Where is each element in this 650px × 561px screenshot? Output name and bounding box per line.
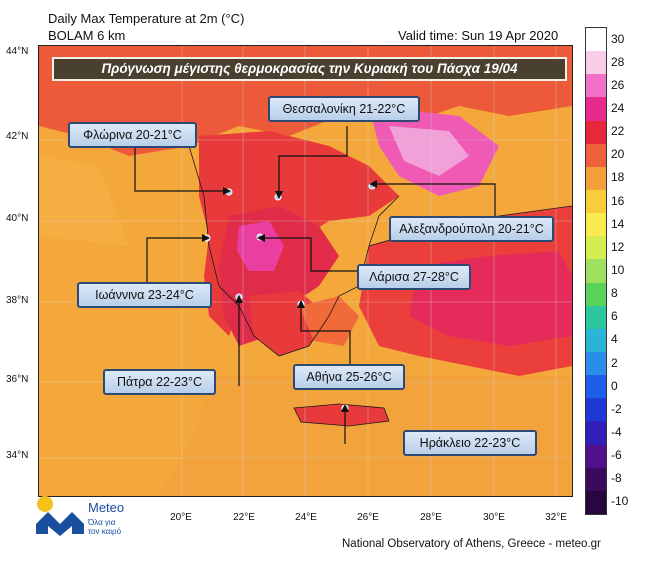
- legend-label: 26: [611, 77, 625, 92]
- legend-label: 12: [611, 239, 625, 254]
- city-label-ioannina: Ιωάννινα 23-24°C: [77, 282, 212, 308]
- legend-swatch: [586, 375, 606, 399]
- legend-label: 4: [611, 332, 618, 347]
- lat-label-42: 42°N: [6, 131, 29, 142]
- logo-name: Meteo: [88, 500, 125, 515]
- legend-swatch: [586, 398, 606, 422]
- lon-label-32: 32°E: [545, 512, 567, 523]
- city-label-larisa: Λάρισα 27-28°C: [357, 264, 471, 290]
- legend-label: 8: [611, 286, 618, 301]
- legend-label: 16: [611, 193, 625, 208]
- legend-label: 20: [611, 147, 625, 162]
- lon-label-30: 30°E: [483, 512, 505, 523]
- legend-swatch: [586, 143, 606, 168]
- legend-label: -4: [611, 425, 622, 439]
- legend-swatch: [586, 166, 606, 191]
- city-label-athina: Αθήνα 25-26°C: [293, 364, 405, 390]
- legend-label: 30: [611, 31, 625, 46]
- lon-label-26: 26°E: [357, 512, 379, 523]
- map-title: Daily Max Temperature at 2m (°C): [48, 11, 245, 26]
- legend-swatch: [586, 51, 606, 75]
- lat-label-36: 36°N: [6, 374, 29, 385]
- legend-swatch: [586, 282, 606, 307]
- city-label-florina: Φλώρινα 20-21°C: [68, 122, 197, 148]
- color-legend: [585, 27, 607, 515]
- legend-label: 14: [611, 216, 625, 231]
- lat-label-34: 34°N: [6, 450, 29, 461]
- legend-swatch: [586, 213, 606, 237]
- footer-credit: National Observatory of Athens, Greece -…: [342, 538, 601, 550]
- legend-swatch: [586, 97, 606, 122]
- legend-swatch: [586, 328, 606, 353]
- legend-swatch: [586, 236, 606, 260]
- legend-label: 24: [611, 101, 625, 115]
- model-name: BOLAM 6 km: [48, 28, 126, 43]
- lat-label-38: 38°N: [6, 295, 29, 306]
- city-label-irakleio: Ηράκλειο 22-23°C: [403, 430, 537, 456]
- valid-time: Valid time: Sun 19 Apr 2020: [398, 28, 559, 43]
- logo-tagline: Όλα για τον καιρό: [88, 518, 121, 536]
- legend-swatch: [586, 120, 606, 145]
- legend-swatch: [586, 259, 606, 284]
- legend-swatch: [586, 467, 606, 492]
- legend-label: -8: [611, 471, 622, 486]
- lat-label-40: 40°N: [6, 213, 29, 224]
- city-label-patra: Πάτρα 22-23°C: [103, 369, 216, 395]
- lon-label-28: 28°E: [420, 512, 442, 523]
- lon-label-24: 24°E: [295, 512, 317, 523]
- legend-label: 6: [611, 309, 618, 324]
- logo-tagline-2: τον καιρό: [88, 527, 122, 536]
- legend-label: 28: [611, 54, 625, 69]
- legend-label: -10: [611, 494, 629, 509]
- city-label-alexandroupoli: Αλεξανδρούπολη 20-21°C: [389, 216, 554, 242]
- legend-swatch: [586, 490, 606, 515]
- legend-swatch: [586, 421, 606, 446]
- legend-swatch: [586, 352, 606, 376]
- legend-swatch: [586, 74, 606, 98]
- legend-label: 22: [611, 124, 625, 139]
- legend-label: 0: [611, 378, 618, 393]
- legend-swatch: [586, 28, 606, 52]
- legend-label: 2: [611, 355, 618, 370]
- meteo-logo: [36, 496, 84, 536]
- lon-label-20: 20°E: [170, 512, 192, 523]
- legend-swatch: [586, 190, 606, 214]
- forecast-banner: Πρόγνωση μέγιστης θερμοκρασίας την Κυρια…: [52, 57, 567, 81]
- legend-swatch: [586, 444, 606, 469]
- legend-swatch: [586, 305, 606, 330]
- legend-label: -2: [611, 401, 622, 416]
- legend-label: -6: [611, 448, 622, 463]
- lat-label-44: 44°N: [6, 46, 29, 57]
- lon-label-22: 22°E: [233, 512, 255, 523]
- logo-tagline-1: Όλα για: [88, 518, 116, 527]
- city-label-thessaloniki: Θεσσαλονίκη 21-22°C: [268, 96, 420, 122]
- legend-label: 10: [611, 263, 625, 277]
- legend-label: 18: [611, 170, 625, 185]
